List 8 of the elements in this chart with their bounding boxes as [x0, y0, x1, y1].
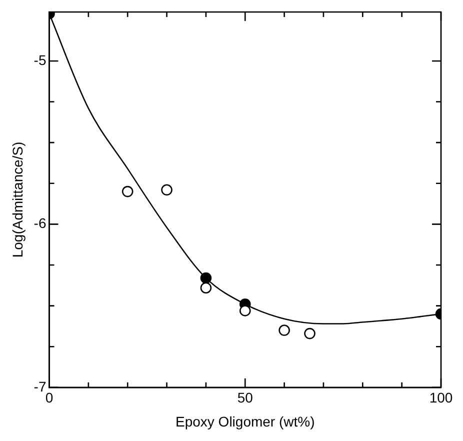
x-tick-label: 100: [429, 390, 453, 406]
y-tick-label: -6: [34, 215, 46, 232]
x-tick-label: 50: [237, 390, 254, 406]
y-tick-label: -7: [34, 378, 46, 394]
x-tick-label: 0: [45, 390, 54, 406]
y-axis-title: Log(Admittance/S): [9, 142, 26, 258]
x-axis-title: Epoxy Oligomer (wt%): [175, 413, 315, 430]
y-tick-label: -5: [34, 52, 46, 68]
